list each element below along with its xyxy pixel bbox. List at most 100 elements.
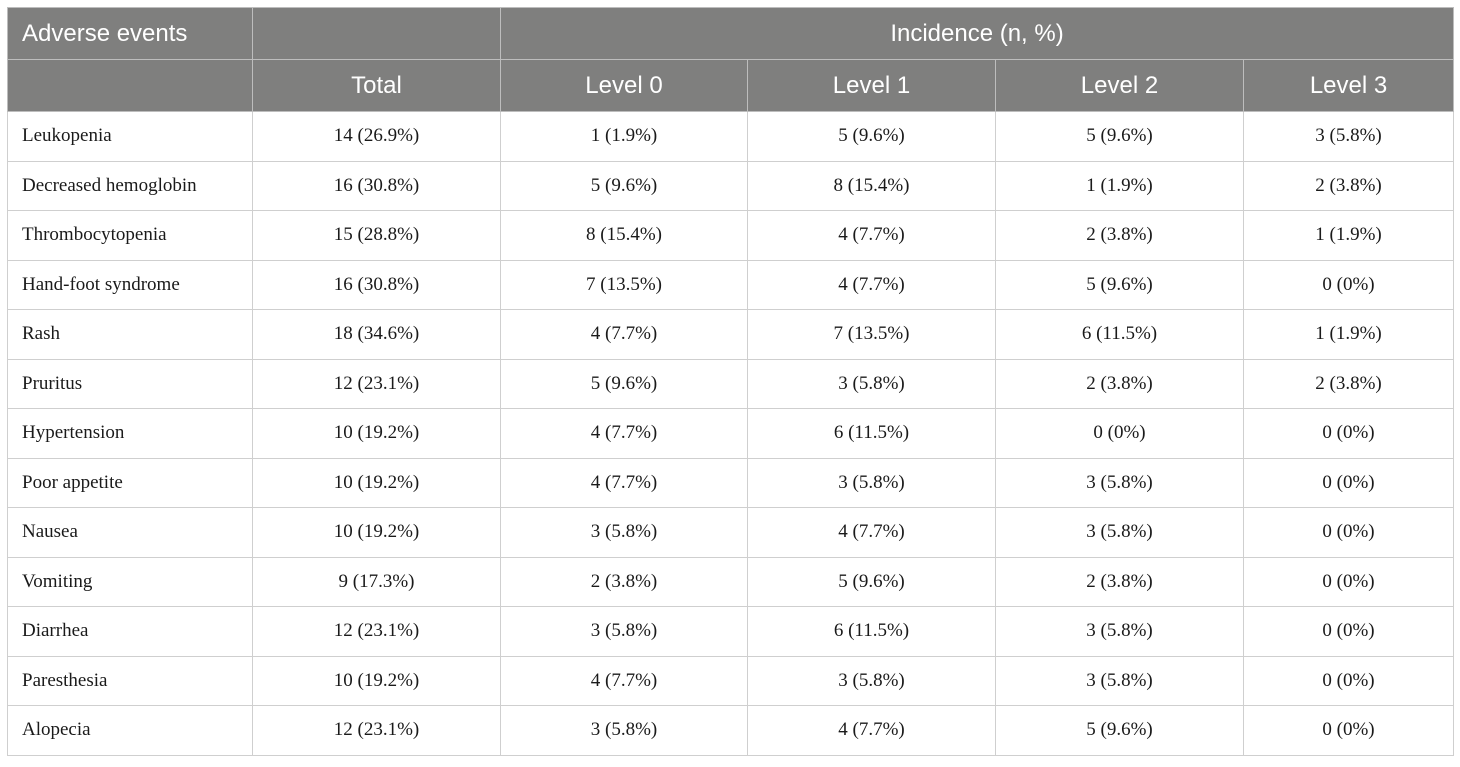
header-incidence-empty xyxy=(252,7,501,60)
cell-total: 10 (19.2%) xyxy=(252,507,501,558)
cell-adverse-event: Nausea xyxy=(7,507,253,558)
cell-level-0: 4 (7.7%) xyxy=(500,309,748,360)
cell-level-2: 3 (5.8%) xyxy=(995,507,1244,558)
cell-adverse-event: Diarrhea xyxy=(7,606,253,657)
cell-level-2: 6 (11.5%) xyxy=(995,309,1244,360)
cell-level-3: 0 (0%) xyxy=(1242,408,1455,459)
cell-level-3: 0 (0%) xyxy=(1242,705,1455,756)
cell-level-1: 3 (5.8%) xyxy=(747,655,996,706)
cell-total: 16 (30.8%) xyxy=(252,259,501,310)
table-row: Diarrhea 12 (23.1%) 3 (5.8%) 6 (11.5%) 3 (5.… xyxy=(7,606,1455,657)
cell-total: 10 (19.2%) xyxy=(252,655,501,706)
cell-level-3: 0 (0%) xyxy=(1242,259,1455,310)
table-row: Rash 18 (34.6%) 4 (7.7%) 7 (13.5%) 6 (11.5%)… xyxy=(7,309,1455,360)
table-row: Paresthesia 10 (19.2%) 4 (7.7%) 3 (5.8%) 3 (… xyxy=(7,655,1455,706)
table-row: Poor appetite 10 (19.2%) 4 (7.7%) 3 (5.8%) 3… xyxy=(7,457,1455,508)
cell-level-2: 2 (3.8%) xyxy=(995,210,1244,261)
header-empty-cell xyxy=(7,59,253,112)
cell-level-1: 4 (7.7%) xyxy=(747,259,996,310)
cell-adverse-event: Pruritus xyxy=(7,358,253,409)
adverse-events-table-container: Adverse events Incidence (n, %) Total Le… xyxy=(7,7,1455,756)
cell-level-3: 0 (0%) xyxy=(1242,507,1455,558)
cell-level-1: 4 (7.7%) xyxy=(747,507,996,558)
header-row-group: Adverse events Incidence (n, %) xyxy=(7,7,1455,60)
cell-level-0: 2 (3.8%) xyxy=(500,556,748,607)
cell-level-3: 0 (0%) xyxy=(1242,556,1455,607)
cell-level-2: 1 (1.9%) xyxy=(995,160,1244,211)
cell-level-1: 6 (11.5%) xyxy=(747,408,996,459)
table-row: Hand-foot syndrome 16 (30.8%) 7 (13.5%) 4 (… xyxy=(7,259,1455,310)
cell-adverse-event: Thrombocytopenia xyxy=(7,210,253,261)
cell-total: 16 (30.8%) xyxy=(252,160,501,211)
table-row: Decreased hemoglobin 16 (30.8%) 5 (9.6%) 8 … xyxy=(7,160,1455,211)
cell-adverse-event: Decreased hemoglobin xyxy=(7,160,253,211)
cell-total: 10 (19.2%) xyxy=(252,457,501,508)
cell-adverse-event: Rash xyxy=(7,309,253,360)
cell-level-2: 2 (3.8%) xyxy=(995,556,1244,607)
cell-total: 14 (26.9%) xyxy=(252,111,501,162)
cell-level-0: 3 (5.8%) xyxy=(500,507,748,558)
cell-level-0: 3 (5.8%) xyxy=(500,705,748,756)
cell-level-0: 5 (9.6%) xyxy=(500,358,748,409)
header-level-0: Level 0 xyxy=(500,59,748,112)
cell-adverse-event: Poor appetite xyxy=(7,457,253,508)
cell-level-1: 4 (7.7%) xyxy=(747,705,996,756)
cell-level-2: 5 (9.6%) xyxy=(995,111,1244,162)
cell-adverse-event: Vomiting xyxy=(7,556,253,607)
cell-level-2: 3 (5.8%) xyxy=(995,606,1244,657)
table-header: Adverse events Incidence (n, %) Total Le… xyxy=(7,7,1455,112)
header-adverse-events: Adverse events xyxy=(7,7,253,60)
cell-level-1: 5 (9.6%) xyxy=(747,556,996,607)
cell-level-3: 2 (3.8%) xyxy=(1242,160,1455,211)
table-row: Hypertension 10 (19.2%) 4 (7.7%) 6 (11.5%) 0… xyxy=(7,408,1455,459)
header-total: Total xyxy=(252,59,501,112)
cell-adverse-event: Hand-foot syndrome xyxy=(7,259,253,310)
cell-adverse-event: Paresthesia xyxy=(7,655,253,706)
cell-level-2: 3 (5.8%) xyxy=(995,655,1244,706)
table-row: Nausea 10 (19.2%) 3 (5.8%) 4 (7.7%) 3 (5.8%)… xyxy=(7,507,1455,558)
cell-level-3: 2 (3.8%) xyxy=(1242,358,1455,409)
table-body: Leukopenia 14 (26.9%) 1 (1.9%) 5 (9.6%) 5 (9… xyxy=(7,111,1455,756)
table-row: Vomiting 9 (17.3%) 2 (3.8%) 5 (9.6%) 2 (3.8%… xyxy=(7,556,1455,607)
header-level-3: Level 3 xyxy=(1242,59,1455,112)
table-row: Pruritus 12 (23.1%) 5 (9.6%) 3 (5.8%) 2 (3.8… xyxy=(7,358,1455,409)
cell-level-2: 2 (3.8%) xyxy=(995,358,1244,409)
cell-level-2: 0 (0%) xyxy=(995,408,1244,459)
cell-level-2: 5 (9.6%) xyxy=(995,705,1244,756)
cell-adverse-event: Alopecia xyxy=(7,705,253,756)
cell-level-0: 4 (7.7%) xyxy=(500,457,748,508)
cell-level-0: 7 (13.5%) xyxy=(500,259,748,310)
cell-adverse-event: Leukopenia xyxy=(7,111,253,162)
cell-level-0: 1 (1.9%) xyxy=(500,111,748,162)
cell-total: 10 (19.2%) xyxy=(252,408,501,459)
header-level-1: Level 1 xyxy=(747,59,996,112)
cell-total: 12 (23.1%) xyxy=(252,358,501,409)
cell-level-1: 7 (13.5%) xyxy=(747,309,996,360)
cell-level-1: 5 (9.6%) xyxy=(747,111,996,162)
cell-level-1: 6 (11.5%) xyxy=(747,606,996,657)
cell-level-2: 5 (9.6%) xyxy=(995,259,1244,310)
cell-level-3: 0 (0%) xyxy=(1242,606,1455,657)
cell-level-1: 8 (15.4%) xyxy=(747,160,996,211)
cell-level-0: 5 (9.6%) xyxy=(500,160,748,211)
cell-level-0: 4 (7.7%) xyxy=(500,655,748,706)
cell-level-3: 0 (0%) xyxy=(1242,655,1455,706)
cell-level-3: 1 (1.9%) xyxy=(1242,210,1455,261)
table-row: Thrombocytopenia 15 (28.8%) 8 (15.4%) 4 (7.… xyxy=(7,210,1455,261)
table-row: Alopecia 12 (23.1%) 3 (5.8%) 4 (7.7%) 5 (9.6… xyxy=(7,705,1455,756)
cell-level-3: 3 (5.8%) xyxy=(1242,111,1455,162)
cell-level-2: 3 (5.8%) xyxy=(995,457,1244,508)
cell-level-0: 4 (7.7%) xyxy=(500,408,748,459)
cell-level-1: 4 (7.7%) xyxy=(747,210,996,261)
cell-level-3: 0 (0%) xyxy=(1242,457,1455,508)
header-row-columns: Total Level 0 Level 1 Level 2 Level 3 xyxy=(7,59,1455,112)
cell-level-0: 8 (15.4%) xyxy=(500,210,748,261)
cell-level-3: 1 (1.9%) xyxy=(1242,309,1455,360)
cell-adverse-event: Hypertension xyxy=(7,408,253,459)
header-incidence: Incidence (n, %) xyxy=(499,7,1455,60)
cell-total: 9 (17.3%) xyxy=(252,556,501,607)
cell-level-1: 3 (5.8%) xyxy=(747,358,996,409)
cell-total: 18 (34.6%) xyxy=(252,309,501,360)
table-row: Leukopenia 14 (26.9%) 1 (1.9%) 5 (9.6%) 5 (9… xyxy=(7,111,1455,162)
cell-total: 12 (23.1%) xyxy=(252,606,501,657)
